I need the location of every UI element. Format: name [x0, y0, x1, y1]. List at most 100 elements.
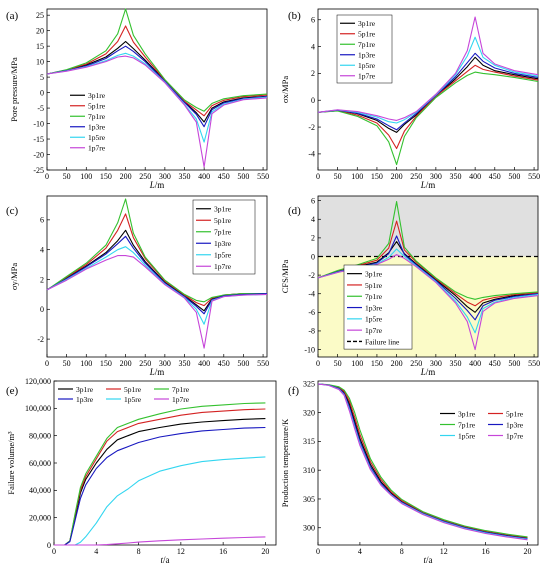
legend-label: 1p3re	[506, 420, 524, 429]
legend-label: 1p5re	[358, 61, 376, 70]
series-line-1p7re	[46, 255, 268, 349]
chart-panel-2: 0 50 100 150 200 250 300 350 400 450 500 550 -4 -2 0 2 4…	[280, 8, 540, 190]
y-tick-label: -2	[308, 271, 315, 280]
plot-frame	[317, 380, 539, 546]
x-tick-label: 4	[358, 547, 362, 556]
y-tick-label: -25	[33, 166, 44, 175]
legend-label: 7p1re	[365, 292, 383, 301]
series-line-7p1re	[46, 8, 268, 112]
series-line-1p7re	[54, 536, 266, 546]
x-tick-label: 500	[237, 359, 249, 368]
plot-frame	[317, 8, 539, 171]
series-line-5p1re	[46, 25, 268, 117]
series-line-1p3re	[317, 383, 528, 540]
legend-label: 7p1re	[458, 420, 476, 429]
x-axis-label: L/m	[149, 367, 165, 377]
x-tick-label: 0	[316, 359, 320, 368]
x-tick-label: 250	[139, 359, 151, 368]
x-tick-label: 200	[120, 359, 132, 368]
series-line-5p1re	[317, 64, 539, 150]
x-tick-label: 500	[237, 172, 249, 181]
legend-label: 1p7re	[214, 262, 232, 271]
series-line-7p1re	[317, 201, 539, 300]
x-axis-label: t/a	[423, 555, 432, 565]
chart-panel-3: 0 50 100 150 200 250 300 350 400 450 500 550 -2 0 2 4 6 L…	[6, 195, 269, 377]
x-axis-label-symbol: L	[420, 180, 426, 190]
series-line-1p3re	[46, 235, 268, 315]
x-tick-label: 12	[440, 547, 448, 556]
legend-label: 5p1re	[358, 30, 376, 39]
legend-label: 1p3re	[365, 303, 383, 312]
x-tick-label: 350	[179, 359, 191, 368]
y-axis-label: σy/MPa	[9, 263, 19, 290]
x-tick-label: 0	[316, 547, 320, 556]
x-axis-label-symbol: L	[149, 180, 155, 190]
y-tick-label: -20	[33, 150, 44, 159]
y-tick-label: 20,000	[29, 513, 51, 522]
panel-label: (f)	[288, 385, 299, 397]
series-line-7p1re	[317, 71, 539, 166]
series-line-3p1re	[46, 40, 268, 123]
x-tick-label: 450	[218, 172, 230, 181]
legend-label: 1p7re	[358, 72, 376, 81]
legend-label: Failure line	[365, 337, 400, 346]
y-axis-label: Production temperature/K	[280, 418, 290, 507]
legend-label: 5p1re	[88, 102, 106, 111]
legend-label: 7p1re	[214, 228, 232, 237]
x-axis-label-unit: /m	[155, 367, 165, 377]
x-tick-label: 550	[528, 359, 540, 368]
legend: 3p1re 5p1re 7p1re 1p3re 1p5re 1p7re Failure li…	[343, 264, 413, 350]
x-tick-label: 300	[430, 172, 442, 181]
y-tick-label: 310	[303, 466, 315, 475]
y-tick-label: 100,000	[25, 404, 51, 413]
x-tick-label: 400	[469, 172, 481, 181]
panel-label: (b)	[288, 10, 301, 22]
y-tick-label: 0	[40, 305, 44, 314]
x-tick-label: 400	[198, 172, 210, 181]
x-tick-label: 150	[371, 172, 383, 181]
x-tick-label: 250	[410, 172, 422, 181]
x-tick-label: 450	[218, 359, 230, 368]
x-tick-label: 400	[469, 359, 481, 368]
x-axis-label-unit: /m	[426, 367, 436, 377]
y-tick-label: -10	[33, 119, 44, 128]
x-tick-label: 50	[334, 172, 342, 181]
y-tick-label: 320	[303, 408, 315, 417]
x-axis-label: L/m	[420, 367, 436, 377]
y-tick-label: 2	[311, 234, 315, 243]
x-tick-label: 300	[430, 359, 442, 368]
y-tick-label: 305	[303, 495, 315, 504]
y-tick-label: 2	[311, 69, 315, 78]
x-tick-label: 550	[528, 172, 540, 181]
legend-label: 5p1re	[214, 216, 232, 225]
y-tick-label: 6	[40, 216, 44, 225]
y-tick-label: 6	[311, 16, 315, 25]
legend-box	[336, 14, 393, 84]
series-line-1p3re	[46, 45, 268, 128]
y-tick-label: -5	[37, 104, 44, 113]
x-tick-label: 0	[45, 359, 49, 368]
x-tick-label: 200	[391, 359, 403, 368]
y-tick-label: 5	[40, 73, 44, 82]
legend-label: 3p1re	[76, 385, 94, 394]
legend-label: 7p1re	[358, 40, 376, 49]
y-tick-label: 0	[40, 88, 44, 97]
y-tick-label: 20	[36, 26, 44, 35]
y-tick-label: 6	[311, 196, 315, 205]
legend-label: 1p5re	[458, 431, 476, 440]
legend-label: 1p5re	[365, 315, 383, 324]
x-axis-label-unit: /a	[163, 555, 170, 565]
x-tick-label: 500	[508, 359, 520, 368]
series-line-7p1re	[46, 198, 267, 303]
x-tick-label: 16	[219, 547, 227, 556]
x-tick-label: 100	[351, 172, 363, 181]
x-axis-label-symbol: L	[420, 367, 426, 377]
x-tick-label: 500	[508, 172, 520, 181]
series-line-1p7re	[317, 383, 528, 541]
series-line-3p1re	[317, 241, 539, 313]
chart-panel-6: 0 4 8 12 16 20 300 305 310 315 320 325 t/a Production…	[280, 380, 539, 565]
